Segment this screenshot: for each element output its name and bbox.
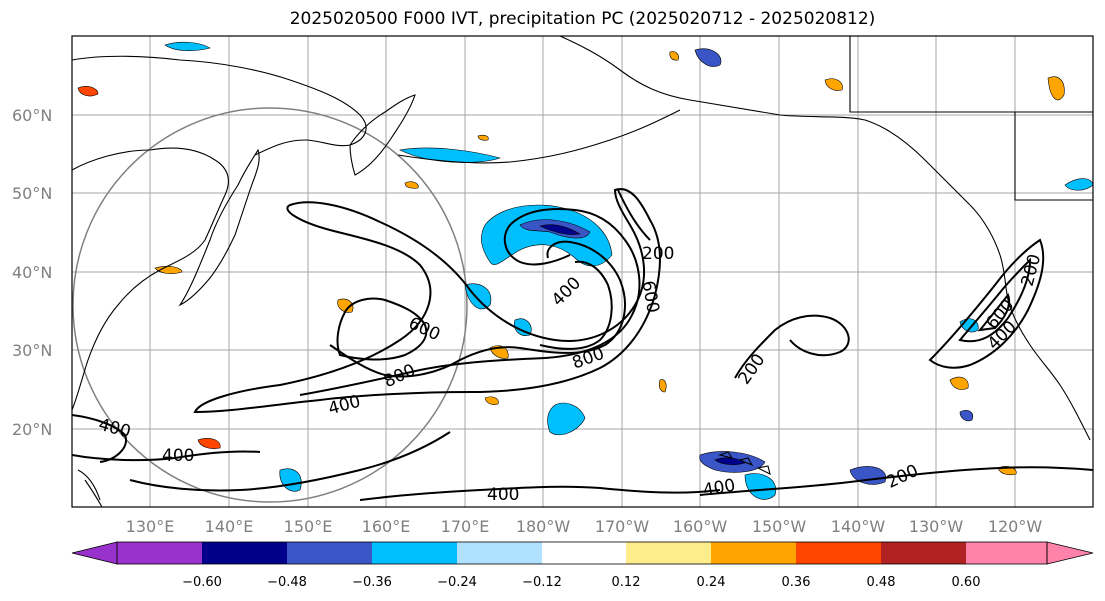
colorbar-tick-label: −0.60 <box>182 575 222 590</box>
colorbar: −0.60 −0.48 −0.36 −0.24 −0.12 0.12 0.24 … <box>71 541 1094 590</box>
colorbar-tick-label: −0.48 <box>267 575 307 590</box>
colorbar-segment <box>202 542 287 564</box>
colorbar-tick-label: 0.60 <box>952 575 981 590</box>
colorbar-tick-label: 0.36 <box>782 575 811 590</box>
lon-label: 170°W <box>595 517 650 536</box>
colorbar-tick-label: −0.24 <box>437 575 477 590</box>
longitude-labels: 130°E 140°E 150°E 160°E 170°E 180°W 170°… <box>126 517 1043 536</box>
lon-label: 130°E <box>126 517 175 536</box>
colorbar-segment <box>711 542 796 564</box>
contour-label: 200 <box>642 244 674 264</box>
contour-label: 400 <box>162 446 194 466</box>
lon-label: 140°W <box>831 517 886 536</box>
lon-label: 120°W <box>988 517 1043 536</box>
lon-label: 180°W <box>516 517 571 536</box>
colorbar-segment <box>117 542 202 564</box>
lon-label: 170°E <box>441 517 490 536</box>
plot-title: 2025020500 F000 IVT, precipitation PC (2… <box>289 9 876 29</box>
colorbar-segment <box>287 542 372 564</box>
colorbar-tick-label: −0.12 <box>522 575 562 590</box>
lon-label: 150°W <box>752 517 807 536</box>
colorbar-tick-label: −0.36 <box>352 575 392 590</box>
colorbar-segment <box>372 542 457 564</box>
lat-label: 30°N <box>12 341 52 360</box>
ivt-contours <box>72 188 1093 501</box>
contour-label: 400 <box>487 485 519 505</box>
colorbar-tick-label: 0.12 <box>612 575 641 590</box>
lon-label: 150°E <box>284 517 333 536</box>
gridlines <box>72 36 1093 507</box>
colorbar-segment <box>881 542 966 564</box>
lon-label: 140°E <box>205 517 254 536</box>
colorbar-segment <box>966 542 1047 564</box>
lat-label: 20°N <box>12 420 52 439</box>
colorbar-extend-high <box>1046 541 1094 565</box>
precipitation-shading <box>77 41 1093 500</box>
lat-label: 60°N <box>12 106 52 125</box>
colorbar-frame <box>116 541 1048 565</box>
reference-circle <box>72 107 468 503</box>
lon-label: 160°E <box>362 517 411 536</box>
lat-label: 50°N <box>12 184 52 203</box>
colorbar-extend-low <box>71 541 118 565</box>
lon-label: 160°W <box>673 517 728 536</box>
lon-label: 130°W <box>909 517 964 536</box>
colorbar-segment <box>626 542 711 564</box>
colorbar-segment <box>542 542 626 564</box>
colorbar-tick-label: 0.48 <box>867 575 896 590</box>
latitude-labels: 60°N 50°N 40°N 30°N 20°N <box>12 106 52 439</box>
coastlines <box>72 36 1093 507</box>
colorbar-segment <box>796 542 881 564</box>
colorbar-tick-label: 0.24 <box>697 575 726 590</box>
lat-label: 40°N <box>12 263 52 282</box>
map-frame <box>71 35 1094 508</box>
colorbar-segment <box>457 542 542 564</box>
